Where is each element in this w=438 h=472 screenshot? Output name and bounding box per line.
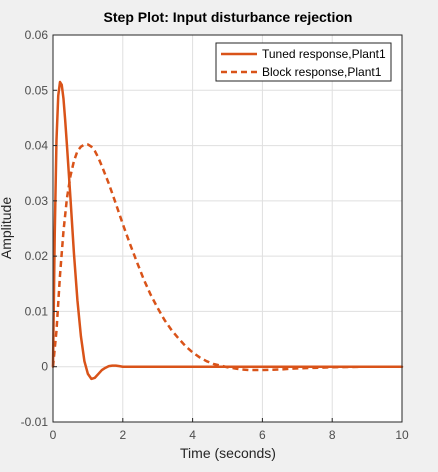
x-tick-label: 0 [50, 428, 57, 442]
x-tick-label: 2 [119, 428, 126, 442]
y-tick-label: 0.05 [25, 83, 49, 97]
y-tick-label: 0.03 [25, 194, 49, 208]
y-tick-label: 0.04 [25, 139, 49, 153]
legend-label-tuned: Tuned response,Plant1 [262, 47, 386, 61]
x-tick-label: 10 [395, 428, 409, 442]
y-tick-label: 0.06 [25, 28, 49, 42]
legend-label-block: Block response,Plant1 [262, 65, 382, 79]
y-tick-label: -0.01 [21, 415, 49, 429]
plot-area [53, 35, 402, 422]
y-tick-label: 0.02 [25, 249, 49, 263]
y-tick-label: 0.01 [25, 304, 49, 318]
legend: Tuned response,Plant1 Block response,Pla… [216, 43, 391, 81]
x-tick-label: 8 [329, 428, 336, 442]
chart-title: Step Plot: Input disturbance rejection [104, 9, 353, 25]
y-tick-label: 0 [41, 360, 48, 374]
x-tick-label: 4 [189, 428, 196, 442]
y-axis-label: Amplitude [0, 197, 14, 259]
x-tick-label: 6 [259, 428, 266, 442]
x-axis-label: Time (seconds) [180, 445, 276, 461]
